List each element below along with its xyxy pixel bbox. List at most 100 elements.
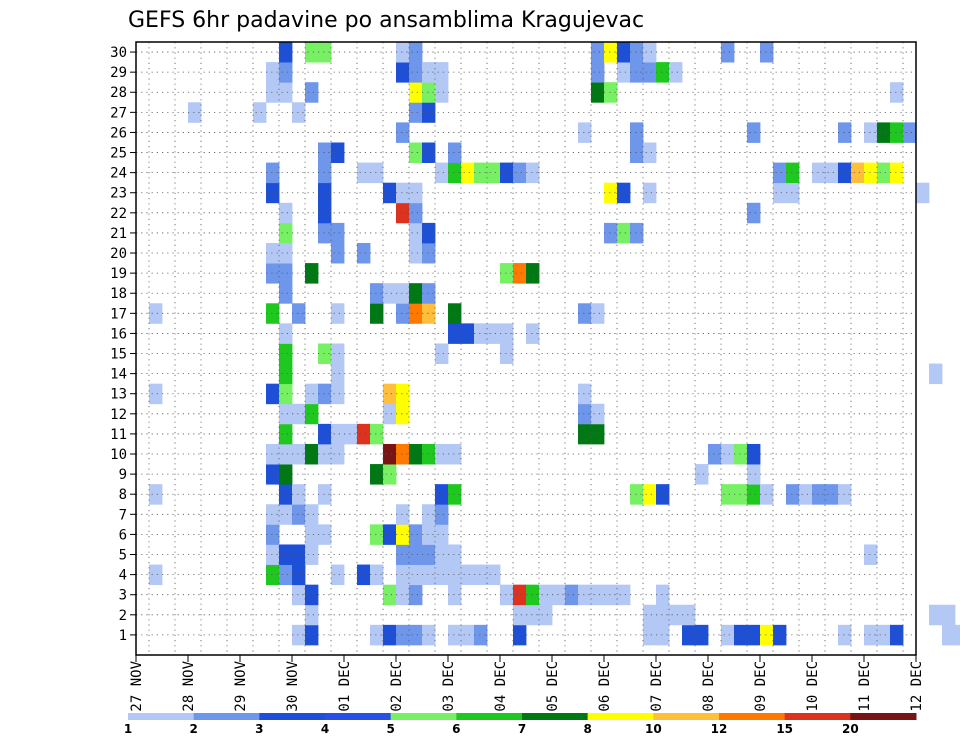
y-tick-label: 12 [110,407,127,423]
heatmap-cell [838,122,852,143]
heatmap-cell [357,423,371,445]
heatmap-cell [422,524,436,545]
heatmap-cell [734,484,748,505]
heatmap-cell [526,584,540,606]
y-tick-label: 18 [110,286,127,302]
heatmap-cell [292,584,306,606]
heatmap-cell [773,162,787,184]
heatmap-cell [760,624,774,646]
heatmap-cell [591,423,605,445]
x-tick-label: 07 DEC [649,661,665,712]
colorbar-swatch [522,713,589,720]
heatmap-cell [604,42,618,63]
heatmap-cell [578,584,592,606]
heatmap-cell [318,222,332,244]
heatmap-cell [331,142,345,163]
heatmap-cell [266,383,280,405]
heatmap-cell [292,564,306,586]
heatmap-cell [877,122,891,143]
heatmap-cell [591,82,605,103]
heatmap-cell [370,564,384,586]
heatmap-cell [357,564,371,586]
colorbar-swatch [390,713,457,720]
heatmap-cell [279,283,293,304]
heatmap-cell [266,524,280,545]
heatmap-cell [266,242,280,264]
heatmap-cell [890,624,904,646]
heatmap-cell [682,624,696,646]
heatmap-cell [409,42,423,63]
heatmap-cell [370,423,384,445]
heatmap-cell [656,484,670,505]
y-tick-label: 23 [110,186,127,202]
heatmap-cell [695,464,709,485]
heatmap-cell [279,443,293,465]
x-tick-label: 29 NOV [233,660,249,711]
colorbar-label: 20 [842,722,859,736]
heatmap-cell [526,263,540,284]
colorbar-label: 2 [189,722,197,736]
heatmap-cell [149,564,163,586]
heatmap-cell [435,484,449,505]
heatmap-cell [383,443,397,465]
chart-title: GEFS 6hr padavine po ansamblima Kragujev… [128,8,644,33]
heatmap-cell [591,584,605,606]
heatmap-cell [305,524,319,545]
y-tick-label: 9 [119,467,127,483]
x-tick-label: 02 DEC [389,661,405,712]
heatmap-cell [812,484,826,505]
heatmap-cell [305,504,319,525]
y-tick-label: 14 [110,367,127,383]
x-tick-label: 09 DEC [753,661,769,712]
heatmap-cell [383,584,397,606]
heatmap-cell [305,42,319,63]
heatmap-cell [149,383,163,405]
heatmap-cell [604,222,618,244]
heatmap-cell [305,604,319,626]
colorbar-label: 3 [255,722,263,736]
heatmap-cell [370,524,384,545]
heatmap-cell [396,122,410,143]
heatmap-cell [396,182,410,204]
y-tick-label: 2 [119,608,127,624]
heatmap-cell [630,142,644,163]
heatmap-cell [149,484,163,505]
heatmap-cell [305,263,319,284]
heatmap-cell [669,604,683,626]
heatmap-cell [513,604,527,626]
colorbar-label: 12 [711,722,728,736]
y-axis: 1234567891011121314151617181920212223242… [110,45,136,644]
y-tick-label: 11 [110,427,127,443]
heatmap-cell [305,443,319,465]
heatmap-cell [708,443,722,465]
heatmap-cell [448,584,462,606]
heatmap-cell [279,42,293,63]
heatmap-cell [331,383,345,405]
heatmap-cell [409,283,423,304]
heatmap-cell [318,42,332,63]
y-tick-label: 20 [110,246,127,262]
heatmap-cell [396,383,410,405]
heatmap-cell [266,443,280,465]
heatmap-cell [604,82,618,103]
heatmap-cell [656,604,670,626]
heatmap-cell [409,303,423,324]
heatmap-cell [422,544,436,565]
heatmap-cell [448,624,462,646]
heatmap-cell [279,62,293,83]
heatmap-cell [422,142,436,163]
heatmap-cell [812,162,826,184]
heatmap-cell [604,584,618,606]
heatmap-cell [409,102,423,123]
heatmap-cell [487,323,501,344]
heatmap-cell [318,182,332,204]
heatmap-cell [383,383,397,405]
heatmap-cell [578,303,592,324]
heatmap-cell [578,423,592,445]
heatmap-cell [526,323,540,344]
heatmap-cell [682,604,696,626]
heatmap-cell [409,82,423,103]
heatmap-cell [656,62,670,83]
y-tick-label: 1 [119,628,127,644]
heatmap-cell [422,564,436,586]
